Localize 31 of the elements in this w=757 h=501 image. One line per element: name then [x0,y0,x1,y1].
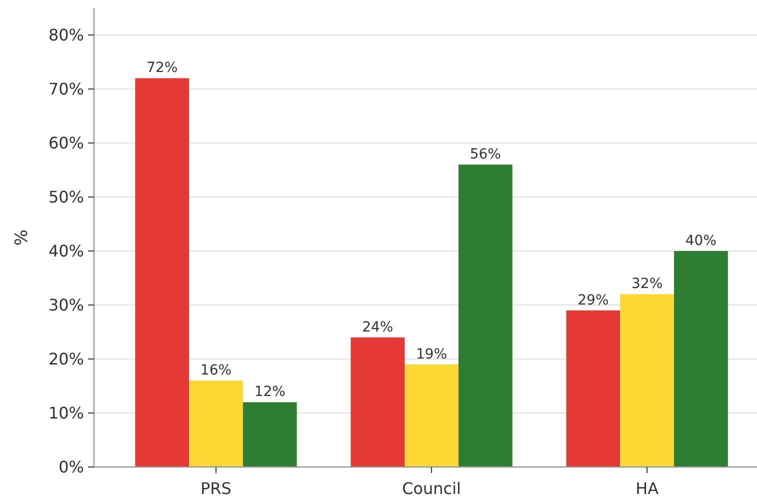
y-tick-label: 40% [48,242,84,261]
data-label: 40% [685,233,717,249]
bar [350,337,405,467]
bar [674,251,728,467]
y-axis-title: % [12,229,32,246]
y-tick-label: 0% [58,458,84,477]
bar [620,294,674,467]
bar [566,310,620,467]
data-label: 19% [416,346,448,362]
data-label: 56% [470,146,501,163]
data-label: 16% [200,362,232,379]
y-tick-label: 70% [48,80,84,99]
data-label: 72% [146,60,178,76]
y-tick-label: 60% [48,134,84,153]
bar [189,380,243,467]
bar [242,402,297,467]
data-label: 12% [254,384,286,400]
bar [135,78,190,467]
y-tick-label: 30% [48,296,84,315]
y-tick-label: 10% [48,404,84,423]
y-tick-label: 80% [48,26,84,45]
bar [404,364,458,467]
data-label: 32% [632,276,663,292]
y-tick-label: 50% [48,188,84,207]
data-label: 29% [578,292,609,308]
data-label: 24% [362,319,394,336]
bar [458,164,512,467]
x-tick-label: Council [402,479,462,498]
x-tick-label: PRS [200,479,232,498]
x-tick-label: HA [636,479,659,498]
y-tick-label: 20% [48,350,84,369]
